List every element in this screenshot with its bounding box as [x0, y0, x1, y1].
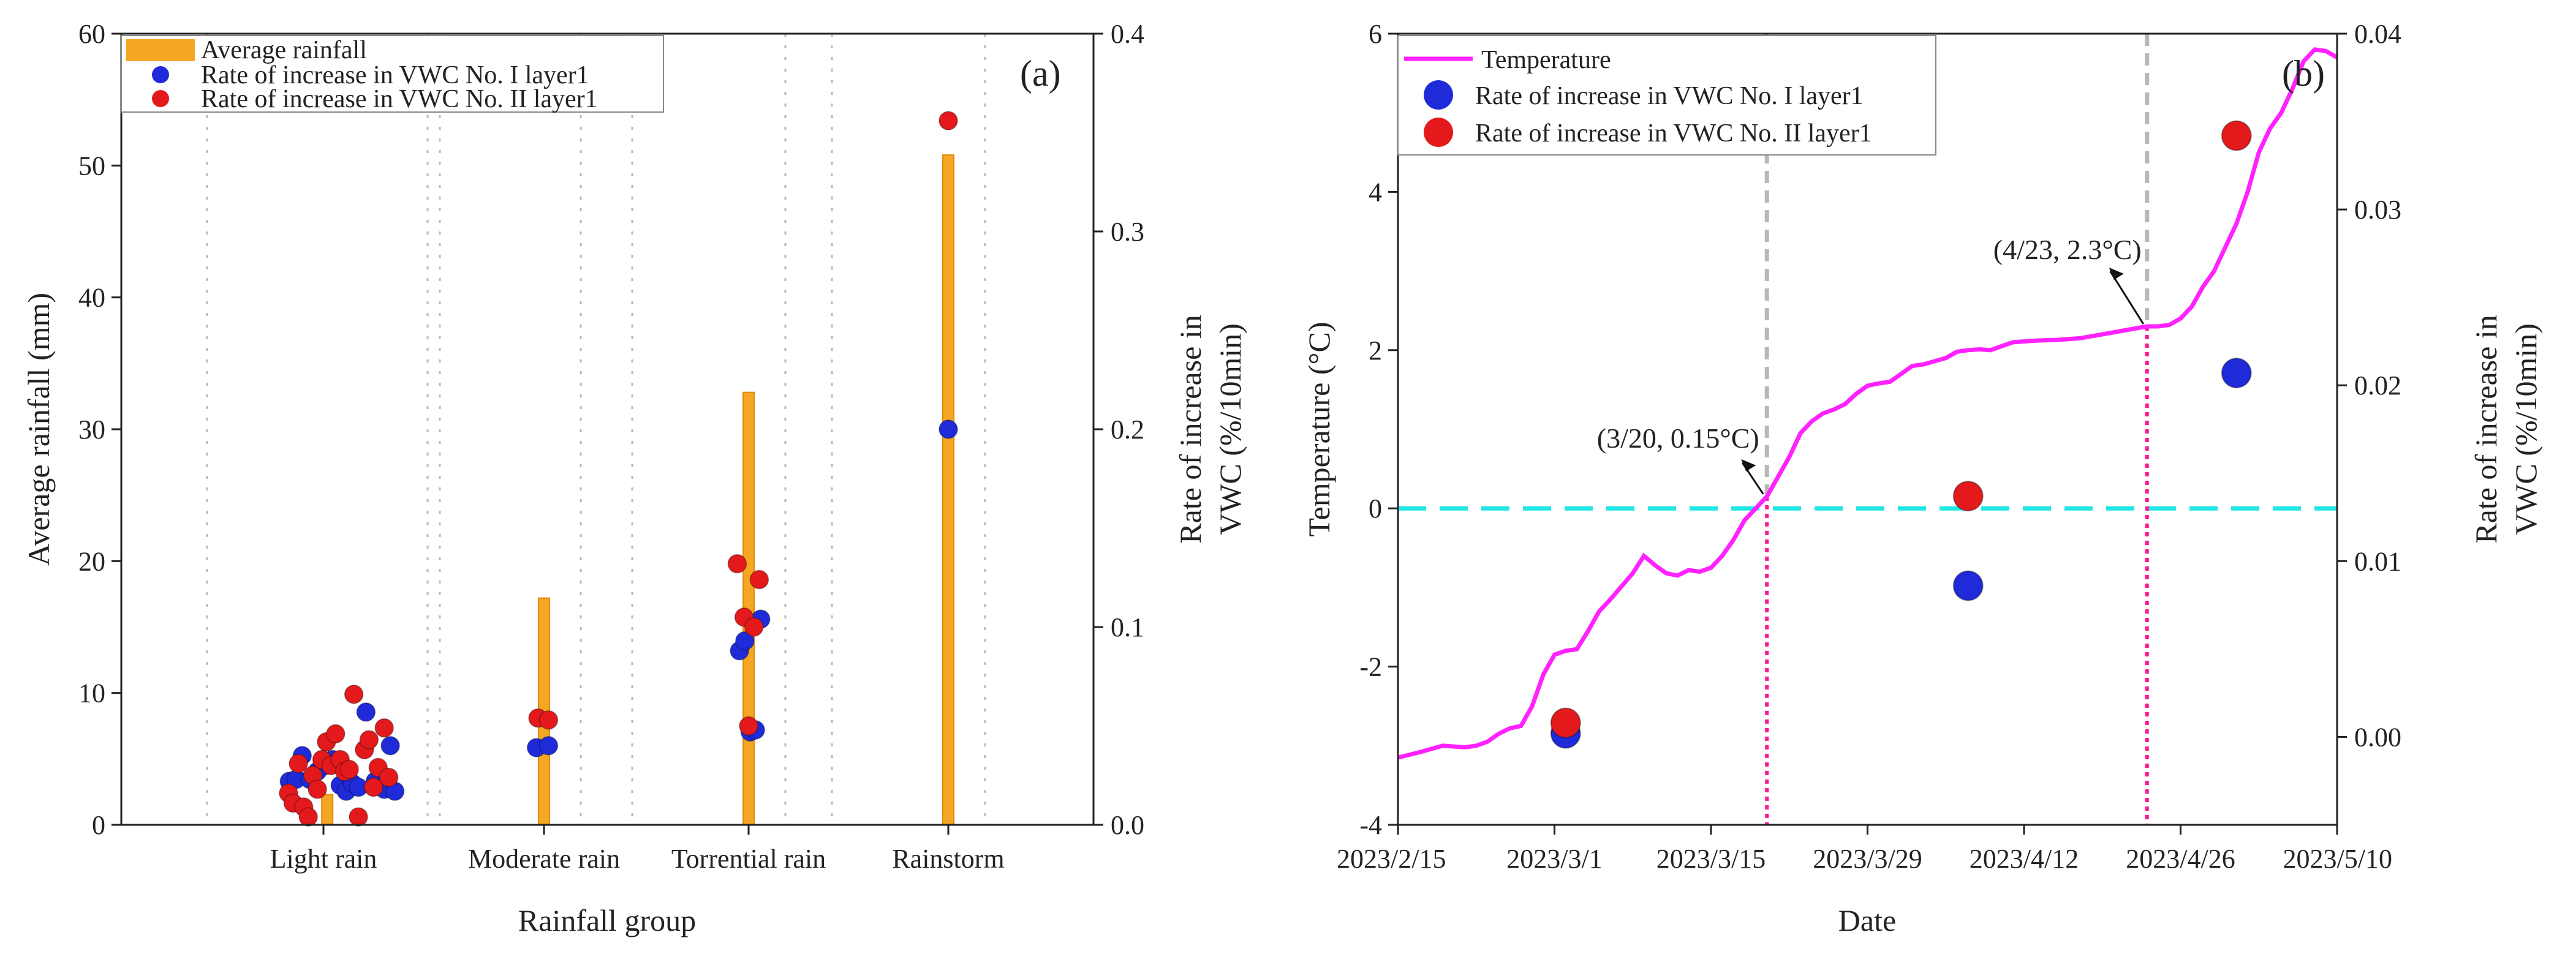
- legend-red-marker: [1424, 118, 1453, 147]
- vwc-no2-point: [326, 724, 346, 744]
- annotation-label: (3/20, 0.15°C): [1597, 423, 1759, 454]
- panel-b-label: (b): [2282, 53, 2325, 94]
- vwc-no2-point: [364, 777, 383, 797]
- vwc-no1-point: [356, 702, 376, 722]
- vwc-no1-point: [1952, 570, 1984, 601]
- annotation-arrowhead: [1741, 459, 1756, 472]
- vwc-no1-point: [939, 419, 958, 439]
- x-tick-label: 2023/5/10: [2283, 844, 2392, 874]
- y-tick-label: 10: [78, 678, 105, 708]
- x-tick-label: Light rain: [270, 844, 377, 874]
- vwc-no2-point: [744, 617, 764, 637]
- x-tick-label: 2023/4/26: [2126, 844, 2235, 874]
- panel-b-x-axis-label: Date: [1838, 903, 1896, 938]
- annotation-label: (4/23, 2.3°C): [1993, 234, 2142, 265]
- x-tick-label: Rainstorm: [892, 844, 1004, 874]
- vwc-no2-point: [349, 807, 368, 827]
- panel-b-legend: Temperature Rate of increase in VWC No. …: [1397, 35, 1936, 156]
- vwc-no2-point: [1952, 481, 1984, 512]
- y-tick-label: 20: [78, 546, 105, 576]
- legend-blue-label: Rate of increase in VWC No. I layer1: [1475, 82, 1864, 110]
- x-tick-label: 2023/2/15: [1337, 844, 1446, 874]
- vwc-no1-point: [538, 736, 559, 756]
- legend-temperature-label: Temperature: [1481, 46, 1611, 74]
- vwc-no2-point: [298, 807, 318, 827]
- vwc-no2-point: [2221, 120, 2252, 151]
- y-tick-label: 60: [78, 19, 105, 49]
- panel-b-right-axis-label-line2: VWC (%/10min): [2509, 323, 2543, 535]
- legend-rainfall-label: Average rainfall: [201, 36, 367, 64]
- vwc-no1-point: [735, 631, 755, 651]
- vwc-no2-point: [739, 716, 758, 736]
- y-tick-label: 0: [92, 810, 105, 840]
- y-tick-label: 0: [1369, 494, 1382, 524]
- panel-a-legend: Average rainfall Rate of increase in VWC…: [121, 35, 664, 113]
- rainfall-bar: [942, 154, 954, 825]
- legend-red-marker: [152, 90, 169, 107]
- x-tick-label: 2023/3/15: [1656, 844, 1766, 874]
- legend-blue-marker: [1424, 80, 1453, 110]
- right-y-tick-label: 0.04: [2354, 19, 2401, 49]
- y-tick-label: 4: [1369, 177, 1382, 207]
- y-tick-label: -2: [1359, 652, 1382, 682]
- temperature-line: [1397, 47, 2338, 760]
- panel-a-legend-box: [121, 35, 664, 113]
- vwc-no2-point: [1550, 707, 1581, 738]
- panel-a-right-axis-label-line2: VWC (%/10min): [1213, 323, 1247, 535]
- vwc-no2-point: [749, 569, 769, 590]
- panel-b-chart: -4 -2 0 2 4 6 0.00 0.01 0.02 0.03 0.04 2023/2/15 202…: [1302, 19, 2543, 938]
- x-tick-label: Torrential rain: [671, 844, 826, 874]
- vwc-no2-point: [379, 767, 399, 787]
- panel-a-x-axis-label: Rainfall group: [518, 903, 696, 938]
- x-tick-label: 2023/3/1: [1506, 844, 1602, 874]
- panel-b-legend-box: [1397, 35, 1936, 156]
- panel-a-label: (a): [1020, 53, 1061, 94]
- panel-b-y-axis-label: Temperature (°C): [1302, 321, 1336, 536]
- right-y-tick-label: 0.0: [1111, 810, 1144, 840]
- vwc-no2-point: [538, 710, 559, 730]
- vwc-no2-point: [374, 718, 394, 738]
- panel-a-right-axis-label-line1: Rate of increase in: [1173, 315, 1207, 543]
- y-tick-label: 2: [1369, 336, 1382, 366]
- vwc-no2-point: [308, 780, 327, 799]
- vwc-no2-point: [289, 754, 308, 773]
- right-y-tick-label: 0.00: [2354, 722, 2401, 752]
- y-tick-label: 50: [78, 151, 105, 181]
- annotation-arrowhead: [2109, 268, 2124, 280]
- right-y-tick-label: 0.3: [1111, 217, 1144, 247]
- x-tick-label: Moderate rain: [468, 844, 620, 874]
- vwc-no2-point: [344, 685, 364, 704]
- vwc-no2-point: [339, 759, 359, 780]
- right-y-tick-label: 0.4: [1111, 19, 1144, 49]
- vwc-no2-point: [727, 554, 747, 574]
- x-tick-label: 2023/3/29: [1813, 844, 1922, 874]
- panel-a-y-axis-label: Average rainfall (mm): [21, 293, 56, 566]
- right-y-tick-label: 0.02: [2354, 370, 2401, 400]
- right-y-tick-label: 0.01: [2354, 546, 2401, 576]
- vwc-no2-point: [359, 730, 379, 750]
- legend-blue-marker: [152, 66, 169, 83]
- annotation-arrow: [2109, 271, 2145, 325]
- legend-red-label: Rate of increase in VWC No. II layer1: [201, 85, 598, 113]
- y-tick-label: 40: [78, 283, 105, 313]
- right-y-tick-label: 0.2: [1111, 415, 1144, 445]
- panel-a-chart: 0 10 20 30 40 50 60 0.0 0.1 0.2 0.3 0.4 Light rain Mo…: [21, 19, 1247, 938]
- y-tick-label: -4: [1359, 810, 1382, 840]
- panel-b-right-axis-label-line1: Rate of increase in: [2469, 315, 2503, 543]
- vwc-no1-point: [380, 736, 400, 756]
- right-y-tick-label: 0.03: [2354, 195, 2401, 225]
- rainfall-bar: [321, 794, 334, 826]
- vwc-no2-point: [939, 111, 958, 130]
- y-tick-label: 6: [1369, 19, 1382, 49]
- vwc-no1-point: [2221, 358, 2252, 389]
- legend-blue-label: Rate of increase in VWC No. I layer1: [201, 61, 589, 89]
- y-tick-label: 30: [78, 415, 105, 445]
- right-y-tick-label: 0.1: [1111, 612, 1144, 642]
- legend-red-label: Rate of increase in VWC No. II layer1: [1475, 119, 1872, 148]
- x-tick-label: 2023/4/12: [1970, 844, 2079, 874]
- legend-rainfall-swatch: [126, 39, 195, 61]
